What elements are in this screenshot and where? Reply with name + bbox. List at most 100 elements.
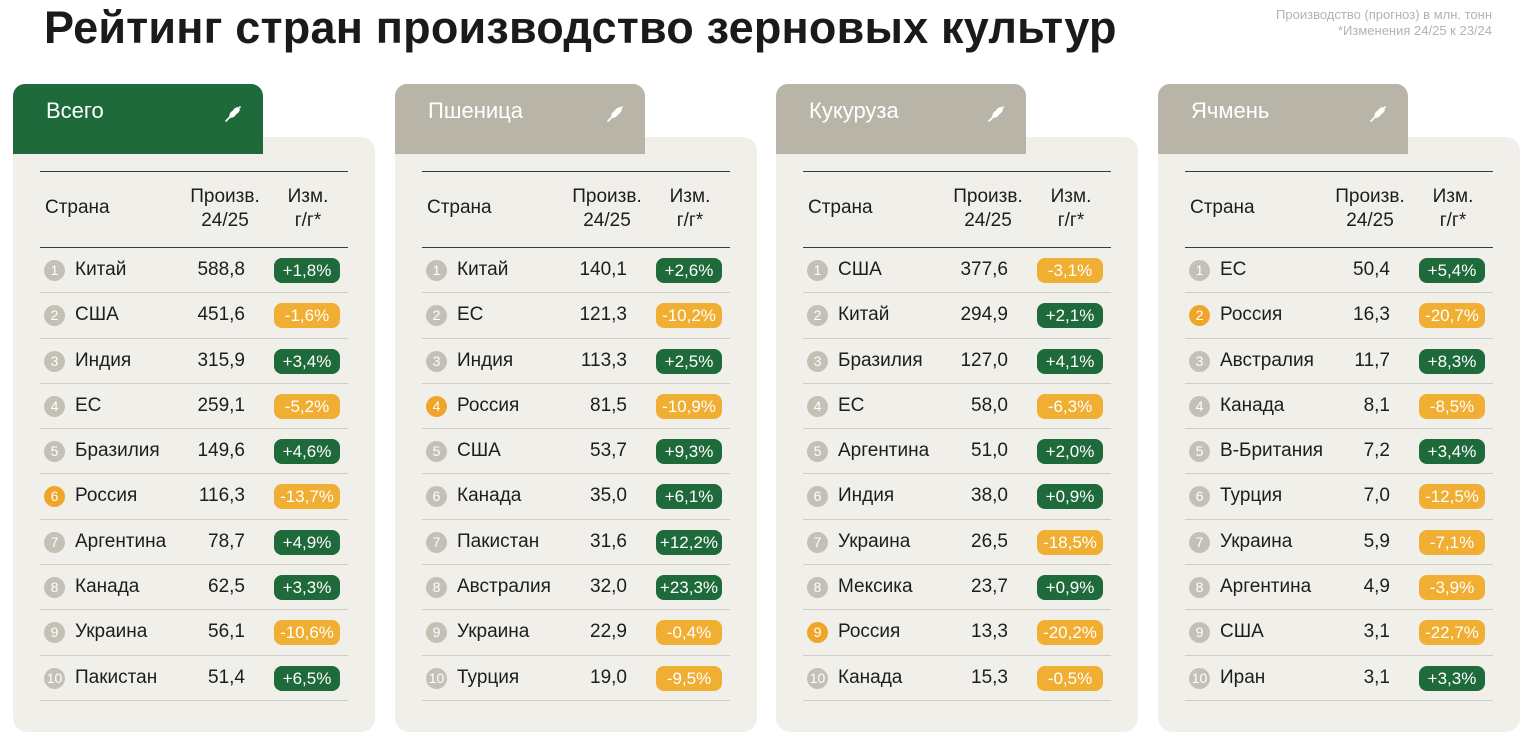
- production-value: 588,8: [197, 259, 245, 280]
- production-value: 62,5: [208, 576, 245, 598]
- table-row: 8 Аргентина 4,9 -3,9%: [1185, 565, 1493, 611]
- header-production-line2: 24/25: [201, 210, 249, 231]
- header-change-line1: Изм.: [1432, 186, 1474, 207]
- country-name: Канада: [838, 666, 903, 688]
- table-row: 10 Пакистан 51,4 +6,5%: [40, 656, 348, 701]
- rank-badge: 10: [1189, 667, 1210, 689]
- header-change-line1: Изм.: [1050, 186, 1092, 207]
- panel-3: Страна Произв. 24/25 Изм. г/г* 1 США 377,6 -3,1%…: [776, 84, 1138, 732]
- production-value: 3,1: [1363, 666, 1390, 688]
- tab-1[interactable]: Всего: [13, 84, 263, 154]
- panel-4: Страна Произв. 24/25 Изм. г/г* 1 ЕС 50,4 +5,4% 2 Р…: [1158, 84, 1520, 732]
- table-row: 2 ЕС 121,3 -10,2%: [422, 293, 730, 339]
- rank-badge: 10: [44, 667, 65, 689]
- rank-badge: 7: [1189, 531, 1210, 553]
- country-name: Австралия: [457, 576, 551, 598]
- barley-icon: [1368, 102, 1390, 124]
- production-value: 31,6: [590, 530, 627, 552]
- table-row: 2 Россия 16,3 -20,7%: [1185, 293, 1493, 339]
- production-value: 35,0: [590, 485, 627, 507]
- rank-badge: 7: [44, 531, 65, 553]
- country-name: Австралия: [1220, 349, 1314, 371]
- change-badge: +2,0%: [1037, 439, 1103, 465]
- table-row: 7 Украина 5,9 -7,1%: [1185, 520, 1493, 566]
- country-name: Китай: [457, 259, 509, 280]
- production-value: 377,6: [960, 259, 1008, 280]
- table-row: 9 США 3,1 -22,7%: [1185, 610, 1493, 656]
- country-name: Турция: [457, 666, 520, 688]
- change-badge: -20,7%: [1419, 303, 1485, 329]
- wheat-icon: [605, 102, 627, 124]
- production-value: 127,0: [960, 349, 1008, 371]
- rank-badge: 8: [426, 577, 447, 599]
- rank-badge: 2: [44, 305, 65, 327]
- production-value: 26,5: [971, 530, 1008, 552]
- header-production: Произв. 24/25: [1323, 185, 1417, 233]
- production-value: 53,7: [590, 440, 627, 462]
- table-row: 6 Россия 116,3 -13,7%: [40, 474, 348, 520]
- production-value: 8,1: [1363, 394, 1390, 416]
- page-title: Рейтинг стран производство зерновых куль…: [44, 2, 1117, 53]
- table-header: Страна Произв. 24/25 Изм. г/г*: [40, 172, 348, 248]
- table-row: 8 Мексика 23,7 +0,9%: [803, 565, 1111, 611]
- production-value: 50,4: [1353, 259, 1390, 280]
- table-row: 2 Китай 294,9 +2,1%: [803, 293, 1111, 339]
- change-badge: -0,5%: [1037, 665, 1103, 691]
- tab-label: Кукуруза: [809, 98, 899, 123]
- header-production: Произв. 24/25: [560, 185, 654, 233]
- table-row: 7 Аргентина 78,7 +4,9%: [40, 520, 348, 566]
- header-change-line2: г/г*: [1439, 210, 1467, 231]
- rank-badge: 3: [1189, 350, 1210, 372]
- country-name: Индия: [457, 349, 514, 371]
- production-value: 51,0: [971, 440, 1008, 462]
- rank-badge: 6: [426, 486, 447, 508]
- production-value: 7,0: [1363, 485, 1390, 507]
- rank-badge: 4: [1189, 395, 1210, 417]
- change-badge: -3,1%: [1037, 258, 1103, 283]
- table-row: 10 Иран 3,1 +3,3%: [1185, 656, 1493, 701]
- ranking-table: Страна Произв. 24/25 Изм. г/г* 1 Китай 588,8 +1,…: [40, 171, 348, 701]
- table-row: 5 Аргентина 51,0 +2,0%: [803, 429, 1111, 475]
- table-header: Страна Произв. 24/25 Изм. г/г*: [422, 172, 730, 248]
- production-value: 7,2: [1363, 440, 1390, 462]
- table-row: 3 Индия 113,3 +2,5%: [422, 339, 730, 384]
- rank-badge: 1: [1189, 260, 1210, 281]
- rank-badge: 8: [1189, 577, 1210, 599]
- change-badge: -5,2%: [274, 393, 340, 419]
- tab-4[interactable]: Ячмень: [1158, 84, 1408, 154]
- table-row: 1 Китай 140,1 +2,6%: [422, 248, 730, 294]
- tab-label: Пшеница: [428, 98, 523, 123]
- country-name: Аргентина: [75, 530, 167, 552]
- header-production: Произв. 24/25: [941, 185, 1035, 233]
- country-name: Аргентина: [838, 440, 930, 462]
- production-value: 149,6: [197, 440, 245, 462]
- table-row: 6 Турция 7,0 -12,5%: [1185, 474, 1493, 520]
- production-value: 3,1: [1363, 621, 1390, 643]
- production-value: 81,5: [590, 394, 627, 416]
- country-name: Россия: [457, 394, 520, 416]
- change-badge: +3,4%: [1419, 439, 1485, 465]
- tab-3[interactable]: Кукуруза: [776, 84, 1026, 154]
- tab-2[interactable]: Пшеница: [395, 84, 645, 154]
- change-badge: -7,1%: [1419, 529, 1485, 555]
- table-row: 6 Индия 38,0 +0,9%: [803, 474, 1111, 520]
- change-badge: +6,5%: [274, 665, 340, 691]
- country-name: Турция: [1220, 485, 1283, 507]
- tab-label: Всего: [46, 98, 104, 123]
- country-name: Россия: [838, 621, 901, 643]
- header-production-line2: 24/25: [1346, 210, 1394, 231]
- table-row: 3 Индия 315,9 +3,4%: [40, 339, 348, 384]
- change-badge: +2,5%: [656, 348, 722, 374]
- change-badge: -10,2%: [656, 303, 722, 329]
- rank-badge: 3: [426, 350, 447, 372]
- table-row: 8 Канада 62,5 +3,3%: [40, 565, 348, 611]
- header-country: Страна: [427, 197, 492, 218]
- country-name: США: [838, 259, 882, 280]
- country-name: Канада: [457, 485, 522, 507]
- rank-badge: 2: [426, 305, 447, 327]
- header-production-line1: Произв.: [1335, 186, 1405, 207]
- production-value: 78,7: [208, 530, 245, 552]
- production-value: 58,0: [971, 394, 1008, 416]
- rank-badge: 1: [807, 260, 828, 281]
- country-name: США: [1220, 621, 1264, 643]
